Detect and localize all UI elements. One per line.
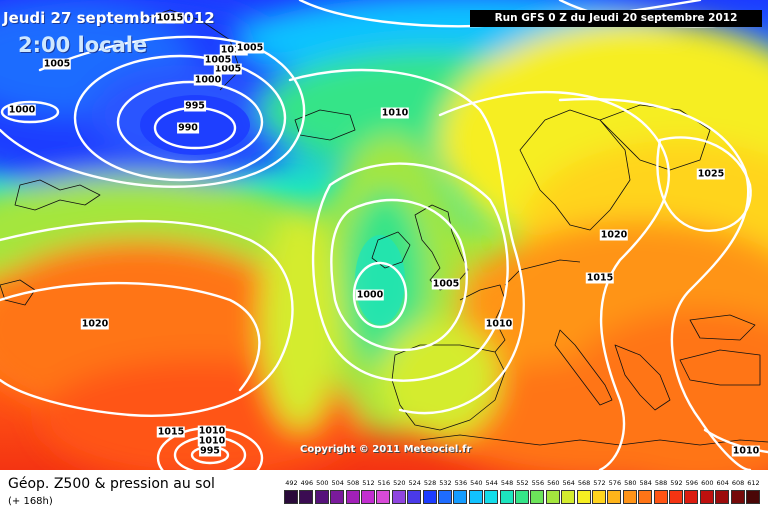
legend-label: 556 <box>531 479 545 487</box>
legend-label: 580 <box>624 479 637 487</box>
isobar-label: 1010 <box>731 445 761 457</box>
isobar-label: 1025 <box>696 168 726 180</box>
legend-swatch <box>545 490 560 504</box>
isobar-label: 1005 <box>203 54 233 66</box>
legend-swatch <box>715 490 730 504</box>
isobar-label: 1000 <box>355 289 385 301</box>
legend-label: 540 <box>470 479 483 487</box>
legend-swatch <box>314 490 329 504</box>
copyright-text: Copyright © 2011 Meteociel.fr <box>300 444 472 455</box>
isobar-label: 1010 <box>197 435 227 447</box>
legend-label: 528 <box>423 479 437 487</box>
legend-swatch <box>730 490 745 504</box>
legend-label: 512 <box>362 479 375 487</box>
legend-label: 496 <box>300 479 314 487</box>
legend-swatch <box>684 490 699 504</box>
isobar-label: 1005 <box>431 278 461 290</box>
isobar-label: 1000 <box>193 74 223 86</box>
isobar-label: 1010 <box>219 44 249 56</box>
legend-swatch <box>468 490 483 504</box>
legend-label: 552 <box>516 479 529 487</box>
isobar-label: 1010 <box>197 425 227 437</box>
legend-swatch <box>561 490 576 504</box>
legend-swatch <box>499 490 514 504</box>
legend-swatch <box>699 490 714 504</box>
legend-label: 612 <box>747 479 760 487</box>
legend-label: 492 <box>285 479 298 487</box>
legend-label: 576 <box>608 479 622 487</box>
isobar-label: 1000 <box>7 104 37 116</box>
legend-label: 596 <box>685 479 699 487</box>
legend-swatch <box>330 490 345 504</box>
legend-label: 516 <box>377 479 391 487</box>
isobar-label: 995 <box>199 445 221 457</box>
legend-swatch <box>622 490 637 504</box>
isobar-label: 1015 <box>155 12 185 24</box>
legend-label: 604 <box>716 479 729 487</box>
legend-swatch <box>438 490 452 504</box>
field-title: Géop. Z500 & pression au sol <box>8 476 215 492</box>
height-field <box>0 0 768 470</box>
legend-swatch <box>299 490 314 504</box>
legend-label: 548 <box>500 479 514 487</box>
chart-footer: Géop. Z500 & pression au sol (+ 168h) 49… <box>0 470 768 512</box>
legend-swatch <box>453 490 468 504</box>
legend-swatch <box>746 490 760 504</box>
isobar-label: 1005 <box>42 58 72 70</box>
isobar-label: 1015 <box>156 426 186 438</box>
legend-label: 544 <box>485 479 498 487</box>
legend-swatch <box>376 490 391 504</box>
isobar-label: 1020 <box>599 229 629 241</box>
legend-label: 592 <box>670 479 683 487</box>
legend-swatch <box>576 490 591 504</box>
legend-label: 588 <box>654 479 668 487</box>
legend-swatch <box>391 490 406 504</box>
legend-label: 508 <box>346 479 360 487</box>
isobar-label: 995 <box>184 100 206 112</box>
legend-swatch <box>345 490 360 504</box>
legend-swatch <box>653 490 668 504</box>
legend-label: 532 <box>439 479 452 487</box>
legend-swatch <box>669 490 683 504</box>
legend-label: 524 <box>408 479 421 487</box>
run-info-banner: Run GFS 0 Z du Jeudi 20 septembre 2012 <box>470 10 762 27</box>
legend-swatch <box>484 490 499 504</box>
isobar-label: 1005 <box>213 63 243 75</box>
isobar-label: 1015 <box>585 272 615 284</box>
legend-swatch <box>530 490 545 504</box>
lead-time: (+ 168h) <box>8 496 53 507</box>
isobar-label: 990 <box>177 122 199 134</box>
z500-map <box>0 0 768 470</box>
isobar-label: 1020 <box>80 318 110 330</box>
legend-label: 600 <box>701 479 714 487</box>
legend-label: 564 <box>562 479 575 487</box>
isobar-label: 1005 <box>235 42 265 54</box>
legend-label: 608 <box>731 479 745 487</box>
local-time: 2:00 locale <box>18 33 148 57</box>
legend-label: 520 <box>393 479 406 487</box>
legend-label: 536 <box>454 479 468 487</box>
legend-swatch <box>515 490 529 504</box>
legend-label: 572 <box>593 479 606 487</box>
legend-swatch <box>361 490 375 504</box>
legend-swatch <box>407 490 422 504</box>
legend-swatch <box>592 490 606 504</box>
isobar-label: 1010 <box>380 107 410 119</box>
legend-label: 504 <box>331 479 344 487</box>
legend-label: 568 <box>577 479 591 487</box>
legend-swatch <box>284 490 298 504</box>
legend-label: 584 <box>639 479 652 487</box>
isobar-label: 1010 <box>484 318 514 330</box>
legend-swatch <box>638 490 653 504</box>
legend-label: 560 <box>547 479 560 487</box>
legend-label: 500 <box>316 479 329 487</box>
legend-swatch <box>607 490 622 504</box>
legend-swatch <box>422 490 437 504</box>
